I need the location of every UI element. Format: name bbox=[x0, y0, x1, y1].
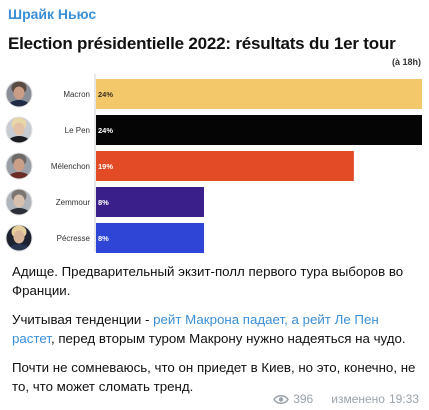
pecresse-portrait-icon bbox=[5, 224, 33, 252]
macron-portrait-icon bbox=[5, 80, 33, 108]
views-count: 396 bbox=[293, 392, 314, 406]
bar-value-label: 19% bbox=[98, 162, 113, 171]
bar bbox=[96, 151, 354, 181]
le-pen-portrait-icon bbox=[5, 116, 33, 144]
category-label: Mélenchon bbox=[51, 162, 90, 171]
post-paragraph-1: Адище. Предварительный экзит-полл первог… bbox=[12, 264, 404, 298]
chart-subtitle: (à 18h) bbox=[391, 57, 421, 67]
melenchon-portrait-icon bbox=[5, 152, 33, 180]
post-p2-pre: Учитывая тенденции - bbox=[12, 312, 154, 327]
bar bbox=[96, 223, 204, 253]
bar bbox=[96, 115, 422, 145]
bar-chart: Macron 24% Le Pen 24% Mélenchon 19% Zemmour 8% P… bbox=[0, 70, 429, 255]
post-text: Адище. Предварительный экзит-полл первог… bbox=[12, 262, 420, 406]
bar bbox=[96, 79, 422, 109]
category-label: Zemmour bbox=[56, 198, 91, 207]
category-label: Pécresse bbox=[57, 234, 91, 243]
category-label: Le Pen bbox=[65, 126, 90, 135]
post-paragraph-3: Почти не сомневаюсь, что он приедет в Ки… bbox=[12, 360, 416, 394]
channel-name[interactable]: Шрайк Ньюс bbox=[8, 6, 97, 22]
bar-value-label: 8% bbox=[98, 198, 109, 207]
zemmour-portrait-icon bbox=[5, 188, 33, 216]
bar-chart-svg: Macron 24% Le Pen 24% Mélenchon 19% Zemmour 8% P… bbox=[5, 74, 422, 253]
post-time: 19:33 bbox=[388, 392, 419, 406]
bar-value-label: 24% bbox=[98, 126, 113, 135]
category-label: Macron bbox=[63, 90, 90, 99]
edited-label: изменено bbox=[331, 392, 385, 406]
post-p2-post: , перед вторым туром Макрону нужно надея… bbox=[50, 331, 406, 346]
chart-title: Election présidentielle 2022: résultats … bbox=[8, 34, 396, 53]
bar-value-label: 24% bbox=[98, 90, 113, 99]
post-meta: 396 изменено 19:33 bbox=[273, 392, 419, 406]
post-paragraph-2: Учитывая тенденции - рейт Макрона падает… bbox=[12, 310, 420, 348]
bar-value-label: 8% bbox=[98, 234, 109, 243]
post-link[interactable]: рейт Макрона падает, а рейт Ле Пен расте… bbox=[12, 312, 379, 346]
eye-icon bbox=[273, 394, 290, 404]
bar bbox=[96, 187, 204, 217]
